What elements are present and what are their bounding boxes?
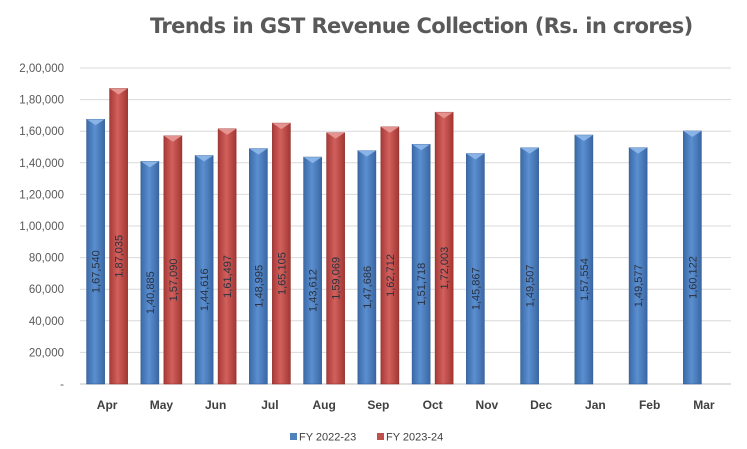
bar-cap	[303, 157, 322, 164]
data-label: 1,49,507	[525, 264, 537, 307]
x-tick-label: Dec	[530, 398, 552, 412]
data-label: 1,57,554	[579, 258, 591, 301]
x-tick-label: Apr	[97, 398, 118, 412]
y-tick-label: 40,000	[29, 316, 64, 328]
bar-cap	[249, 148, 268, 155]
bar-cap	[357, 150, 376, 157]
x-tick-label: Oct	[423, 398, 443, 412]
bar-cap	[683, 131, 702, 138]
data-label: 1,87,035	[114, 235, 126, 278]
data-label: 1,43,612	[308, 269, 320, 312]
x-tick-label: Jun	[205, 398, 226, 412]
data-label: 1,61,497	[222, 255, 234, 298]
y-tick-label: 2,00,000	[19, 63, 64, 75]
bar-cap	[466, 153, 485, 160]
legend: FY 2022-23 FY 2023-24	[290, 432, 443, 444]
bar-cap	[86, 119, 105, 126]
legend-item: FY 2023-24	[377, 432, 443, 444]
gridlines	[80, 67, 731, 385]
bars: 1,67,540 1,87,035 1,40,885 1,57,090 1,44,616…	[86, 88, 702, 385]
y-tick-label: 1,20,000	[19, 189, 64, 201]
bar-cap	[163, 135, 182, 142]
y-tick-label: 1,40,000	[19, 158, 64, 170]
data-label: 1,48,995	[253, 265, 265, 308]
x-tick-label: Nov	[476, 398, 499, 412]
bar-cap	[412, 144, 431, 151]
bar-cap	[195, 155, 214, 162]
x-tick-label: Aug	[312, 398, 335, 412]
data-label: 1,45,867	[470, 267, 482, 310]
bar-cap	[520, 147, 539, 154]
bar-cap	[574, 135, 593, 142]
bar-cap	[629, 147, 648, 154]
data-label: 1,44,616	[199, 268, 211, 311]
y-tick-label: 80,000	[29, 253, 64, 265]
chart-title: Trends in GST Revenue Collection (Rs. in…	[150, 14, 693, 38]
y-tick-label: -	[60, 379, 64, 391]
y-axis-ticks: - 20,000 40,000 60,000 80,000 1,00,000 1,20,00…	[19, 63, 64, 391]
data-label: 1,60,122	[687, 256, 699, 299]
y-tick-label: 1,60,000	[19, 126, 64, 138]
bar-cap	[435, 112, 454, 119]
data-label: 1,67,540	[91, 250, 103, 293]
data-label: 1,51,718	[416, 263, 428, 306]
legend-swatch	[290, 433, 297, 440]
data-label: 1,65,105	[276, 252, 288, 295]
legend-label: FY 2022-23	[299, 432, 356, 444]
data-label: 1,49,577	[633, 264, 645, 307]
data-label: 1,59,069	[331, 257, 343, 300]
bar-cap	[272, 123, 291, 130]
bar-cap	[218, 128, 237, 135]
data-label: 1,47,686	[362, 266, 374, 309]
x-tick-label: Jul	[261, 398, 278, 412]
x-tick-label: Feb	[639, 398, 660, 412]
bar-cap	[380, 126, 399, 133]
data-label: 1,40,885	[145, 271, 157, 314]
data-label: 1,62,712	[385, 254, 397, 297]
legend-swatch	[377, 433, 384, 440]
data-label: 1,57,090	[168, 258, 180, 301]
y-tick-label: 1,80,000	[19, 95, 64, 107]
y-tick-label: 1,00,000	[19, 221, 64, 233]
data-label: 1,72,003	[439, 247, 451, 290]
bar-cap	[326, 132, 345, 139]
x-tick-label: May	[150, 398, 174, 412]
x-tick-label: Mar	[693, 398, 715, 412]
legend-item: FY 2022-23	[290, 432, 356, 444]
y-tick-label: 20,000	[29, 347, 64, 359]
bar-cap	[109, 88, 128, 95]
y-tick-label: 60,000	[29, 284, 64, 296]
x-tick-label: Sep	[367, 398, 389, 412]
bar-cap	[140, 161, 159, 168]
legend-label: FY 2023-24	[386, 432, 443, 444]
x-axis-ticks: Apr May Jun Jul Aug Sep Oct Nov Dec Jan Feb Mar	[97, 398, 715, 412]
x-tick-label: Jan	[585, 398, 606, 412]
